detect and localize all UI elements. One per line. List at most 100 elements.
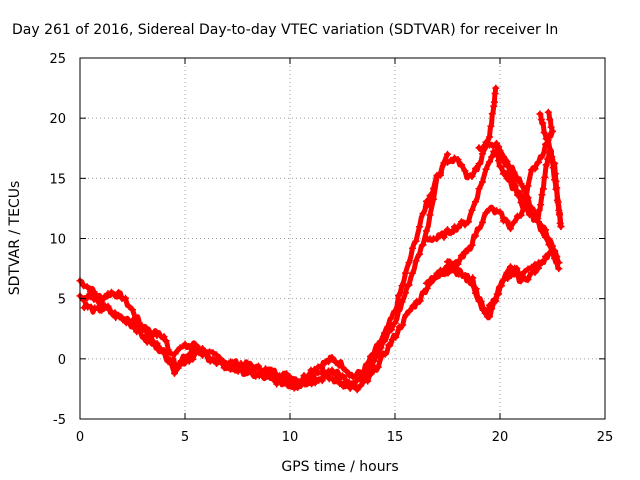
data-point-marker (381, 350, 389, 358)
data-point-marker (115, 288, 122, 296)
data-point-marker (357, 382, 365, 390)
data-point-marker (339, 363, 346, 371)
data-point-marker (227, 363, 235, 371)
data-point-marker (398, 282, 406, 290)
data-point-marker (549, 164, 557, 172)
data-point-marker (447, 229, 455, 237)
data-point-marker (398, 298, 406, 306)
data-point-marker (496, 208, 504, 216)
data-point-marker (231, 366, 239, 374)
data-point-marker (367, 352, 374, 360)
data-point-marker (486, 141, 493, 149)
data-point-marker (426, 192, 434, 200)
data-point-marker (447, 261, 455, 269)
data-point-marker (339, 372, 346, 380)
data-point-marker (479, 144, 486, 152)
data-point-marker (503, 269, 511, 276)
data-point-marker (423, 227, 430, 235)
data-point-marker (461, 272, 469, 279)
data-point-marker (544, 136, 552, 144)
data-point-marker (269, 375, 277, 383)
data-point-marker (129, 322, 137, 330)
x-tick-label: 20 (492, 430, 509, 445)
data-point-marker (493, 207, 500, 215)
data-point-marker (465, 218, 472, 226)
data-point-marker (490, 296, 498, 304)
data-point-marker (555, 265, 563, 273)
data-point-marker (468, 173, 476, 180)
data-point-marker (160, 333, 168, 341)
data-point-marker (399, 321, 407, 329)
data-point-marker (461, 248, 469, 256)
data-point-marker (539, 185, 547, 193)
data-point-marker (475, 225, 483, 233)
data-point-marker (402, 289, 409, 297)
data-point-marker (391, 319, 399, 327)
data-point-marker (364, 377, 372, 385)
data-point-marker (479, 178, 486, 186)
data-point-marker (503, 161, 511, 169)
data-point-marker (293, 377, 301, 385)
y-tick-label: 15 (49, 172, 66, 187)
data-point-marker (328, 354, 336, 361)
data-point-marker (547, 123, 555, 131)
data-point-marker (538, 259, 546, 267)
data-point-marker (495, 143, 503, 151)
data-point-marker (332, 358, 339, 366)
data-point-marker (465, 275, 472, 283)
data-point-marker (80, 282, 87, 290)
data-point-marker (426, 211, 434, 219)
data-point-marker (540, 129, 548, 136)
data-point-marker (546, 116, 554, 123)
data-point-marker (524, 182, 532, 190)
data-point-marker (405, 259, 413, 267)
x-tick-label: 0 (76, 430, 84, 445)
data-point-marker (101, 293, 108, 301)
data-point-marker (488, 153, 496, 161)
data-point-marker (496, 283, 504, 291)
data-point-marker (517, 211, 525, 219)
data-point-marker (325, 358, 332, 366)
data-point-marker (409, 269, 416, 277)
data-point-marker (539, 119, 547, 127)
data-point-marker (542, 253, 549, 260)
data-point-marker (500, 276, 507, 284)
data-point-marker (451, 154, 458, 162)
data-point-marker (553, 256, 561, 264)
data-point-marker (381, 337, 388, 345)
chart-title: Day 261 of 2016, Sidereal Day-to-day VTE… (12, 22, 558, 38)
data-point-marker (472, 232, 479, 240)
data-point-marker (521, 187, 528, 195)
x-axis-label: GPS time / hours (281, 459, 398, 475)
data-point-marker (553, 196, 561, 204)
data-point-marker (416, 223, 423, 231)
data-point-marker (129, 306, 136, 314)
data-point-marker (556, 211, 563, 219)
data-point-marker (350, 382, 358, 390)
data-point-marker (108, 310, 116, 318)
data-point-marker (524, 194, 532, 202)
data-point-marker (412, 237, 420, 245)
data-point-marker (514, 212, 521, 220)
y-tick-label: -5 (53, 413, 66, 428)
data-point-marker (495, 157, 503, 165)
data-point-marker (517, 277, 525, 285)
data-point-marker (500, 170, 507, 178)
data-point-marker (416, 250, 423, 258)
data-point-marker (238, 364, 246, 372)
data-point-marker (332, 374, 340, 382)
axes: 0 5 10 15 20 25 -5 0 5 10 15 20 25 (49, 52, 613, 445)
data-point-marker (248, 369, 256, 377)
data-point-marker (213, 351, 220, 359)
data-point-marker (514, 270, 521, 278)
data-point-marker (486, 313, 493, 321)
data-point-marker (426, 277, 434, 285)
data-point-marker (157, 332, 164, 340)
data-point-marker (189, 355, 197, 363)
data-point-marker (402, 269, 409, 277)
data-series-trace-b (77, 151, 450, 389)
data-point-marker (537, 201, 545, 209)
data-point-marker (412, 257, 420, 265)
data-point-marker (437, 171, 444, 179)
